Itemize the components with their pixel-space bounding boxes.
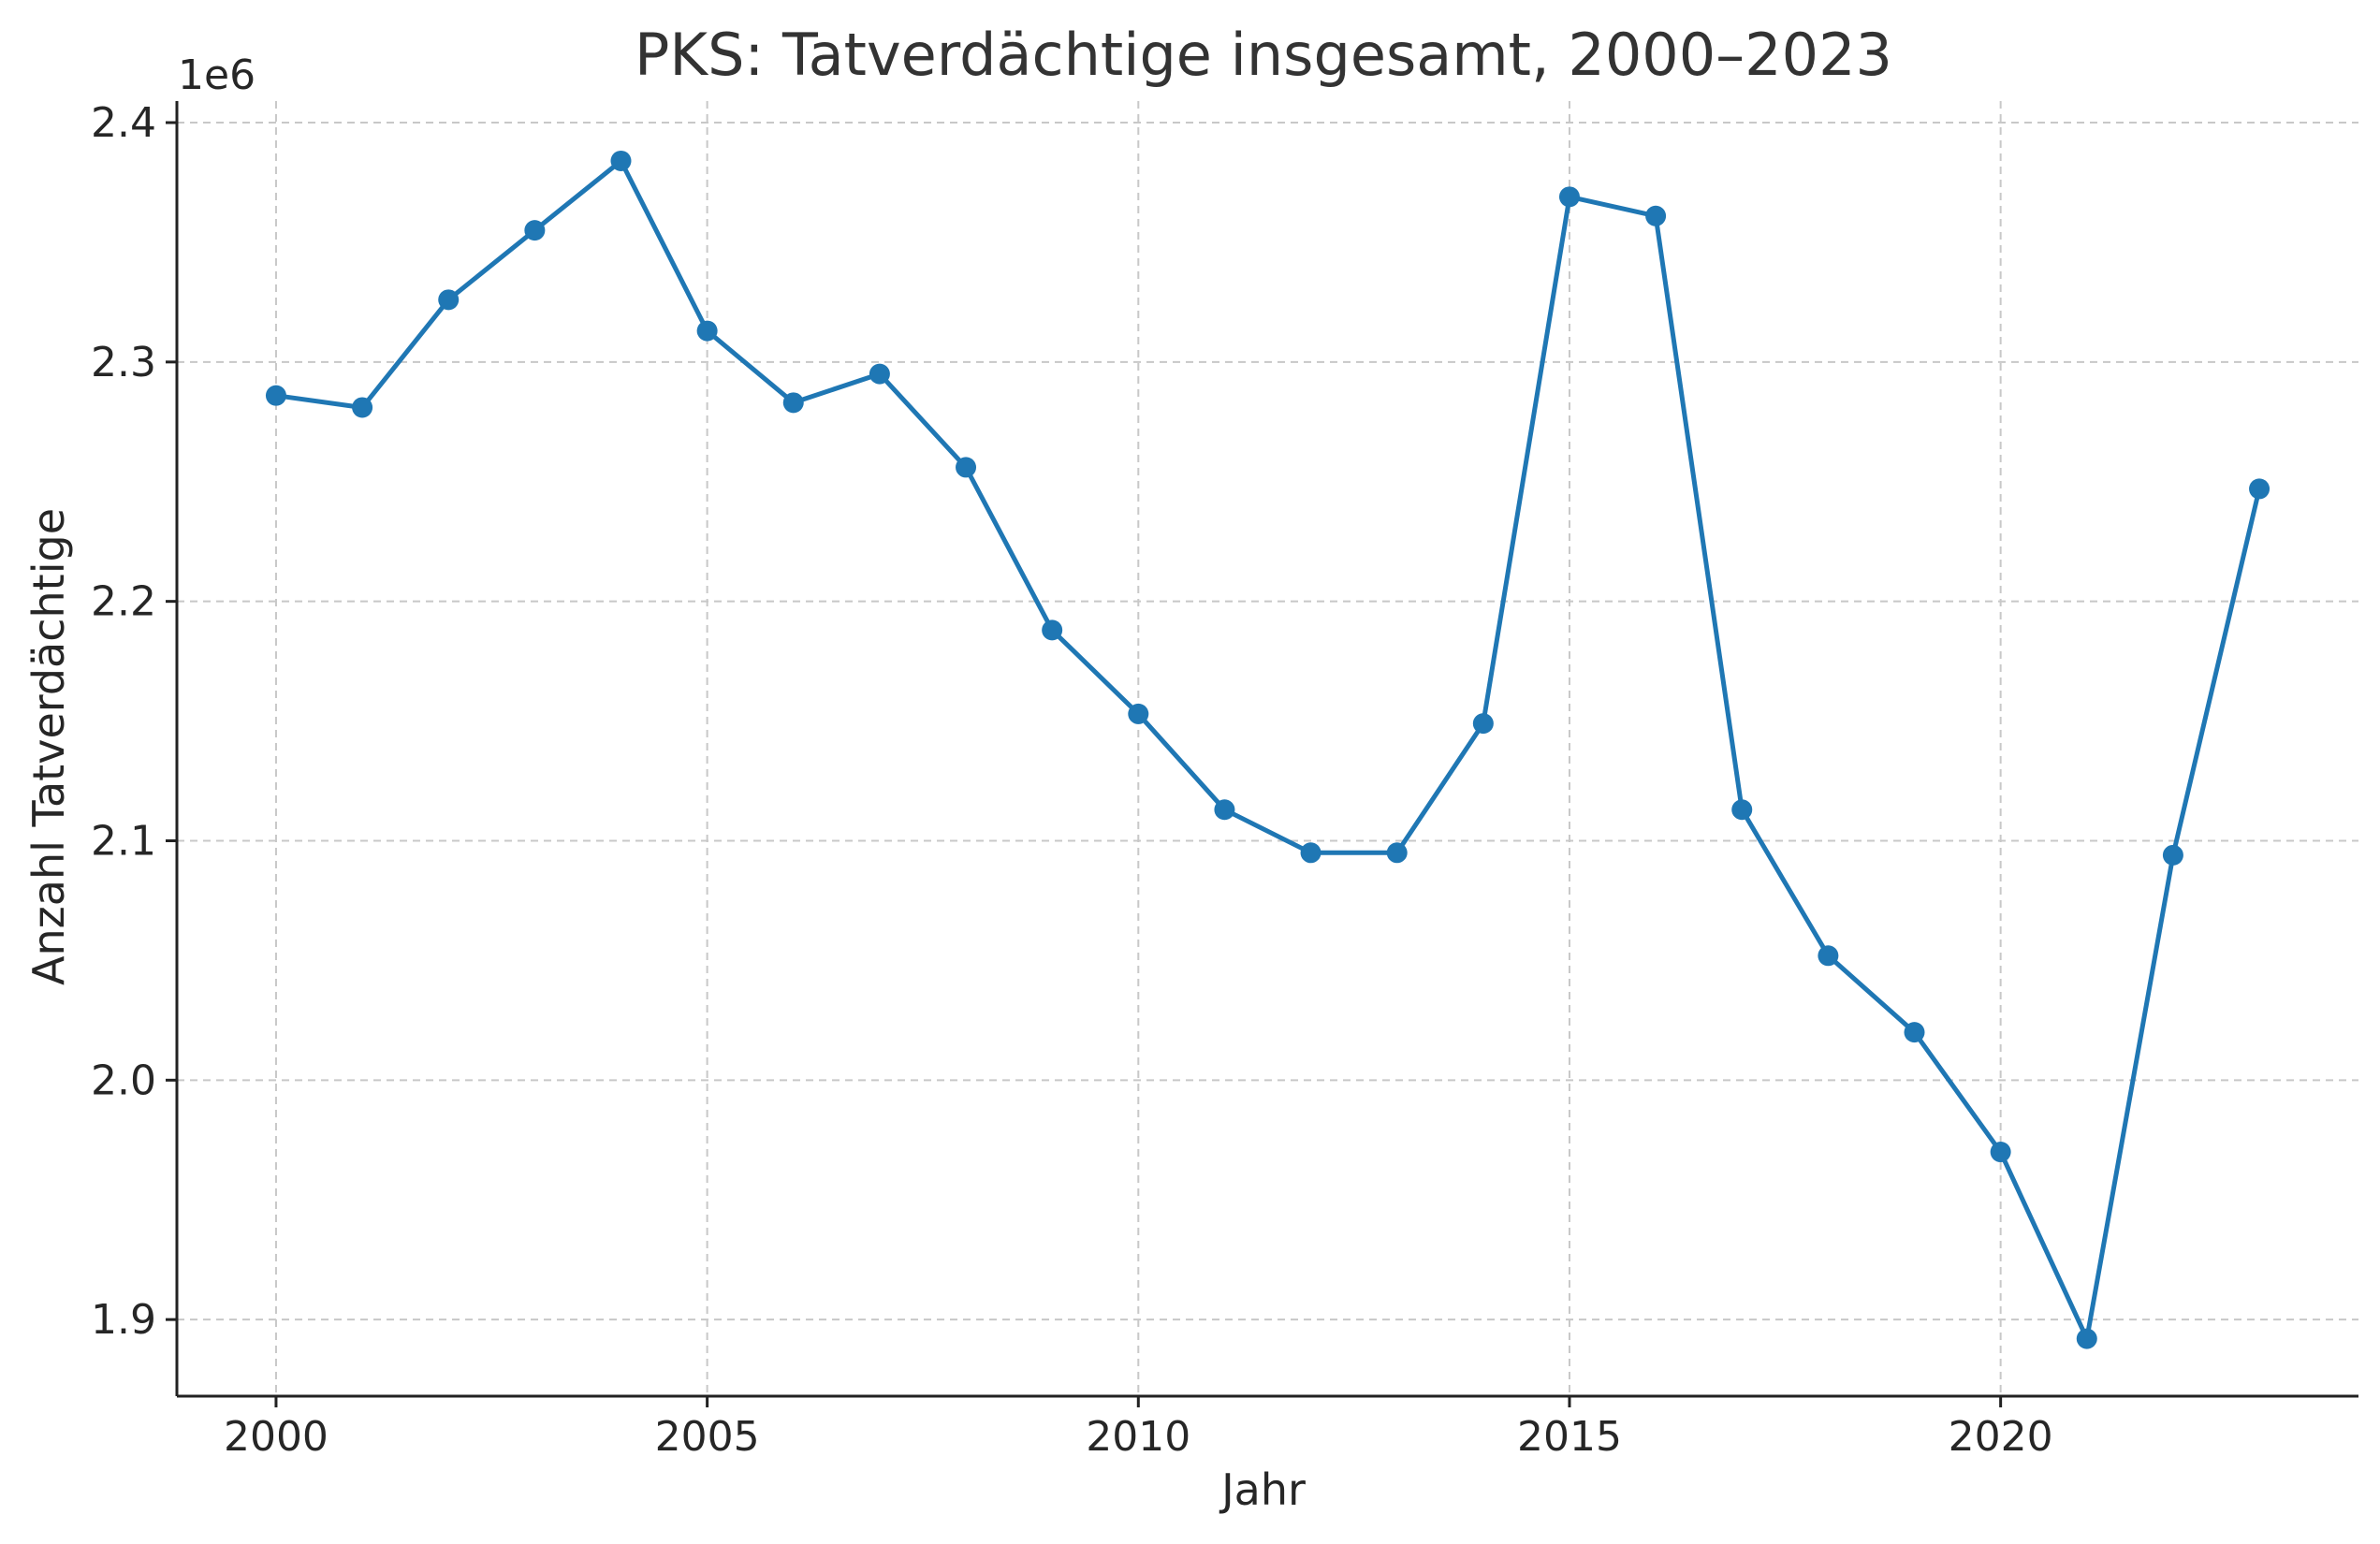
data-point — [524, 220, 546, 241]
data-point — [1386, 842, 1408, 864]
data-series — [265, 150, 2270, 1349]
x-tick-label: 2020 — [1949, 1413, 2053, 1461]
y-tick-label: 2.3 — [91, 339, 156, 386]
y-tick-label: 2.0 — [91, 1056, 156, 1104]
data-point — [1042, 619, 1063, 641]
data-point — [782, 392, 804, 414]
data-point — [1990, 1142, 2011, 1163]
chart-title: PKS: Tatverdächtige insgesamt, 2000–2023 — [635, 21, 1892, 89]
x-tick-label: 2000 — [224, 1413, 329, 1461]
data-point — [1645, 205, 1667, 226]
y-tick-label: 2.2 — [91, 578, 156, 626]
data-point — [696, 320, 718, 342]
grid-lines — [177, 101, 2358, 1396]
data-point — [1904, 1022, 1925, 1043]
series-line — [275, 158, 2262, 1342]
data-point — [1558, 186, 1580, 208]
y-tick-label: 2.1 — [91, 817, 156, 865]
data-point — [352, 397, 373, 418]
x-tick-label: 2015 — [1517, 1413, 1622, 1461]
data-point — [1214, 799, 1235, 821]
data-point — [1818, 945, 1839, 967]
data-point — [2162, 844, 2183, 866]
data-point — [869, 363, 890, 385]
y-tick-label: 1.9 — [91, 1296, 156, 1344]
data-point — [1472, 713, 1494, 735]
data-point — [438, 289, 460, 311]
data-point — [1731, 799, 1753, 821]
x-tick-label: 2005 — [655, 1413, 760, 1461]
x-tick-label: 2010 — [1086, 1413, 1190, 1461]
y-axis-label: Anzahl Tatverdächtige — [23, 508, 74, 985]
data-point — [2249, 478, 2270, 500]
data-point — [2076, 1328, 2097, 1349]
data-point — [610, 150, 632, 171]
y-axis-multiplier: 1e6 — [178, 51, 256, 99]
axes — [166, 101, 2358, 1407]
data-point — [956, 457, 977, 478]
data-point — [1128, 703, 1149, 724]
x-axis-label: Jahr — [1219, 1464, 1306, 1515]
data-point — [265, 385, 286, 406]
data-point — [1300, 842, 1321, 864]
tick-labels: 2000 2005 2010 2015 2020 1.9 2.0 2.1 2.2 2.3 2.4 — [91, 99, 2053, 1461]
y-tick-label: 2.4 — [91, 99, 156, 147]
